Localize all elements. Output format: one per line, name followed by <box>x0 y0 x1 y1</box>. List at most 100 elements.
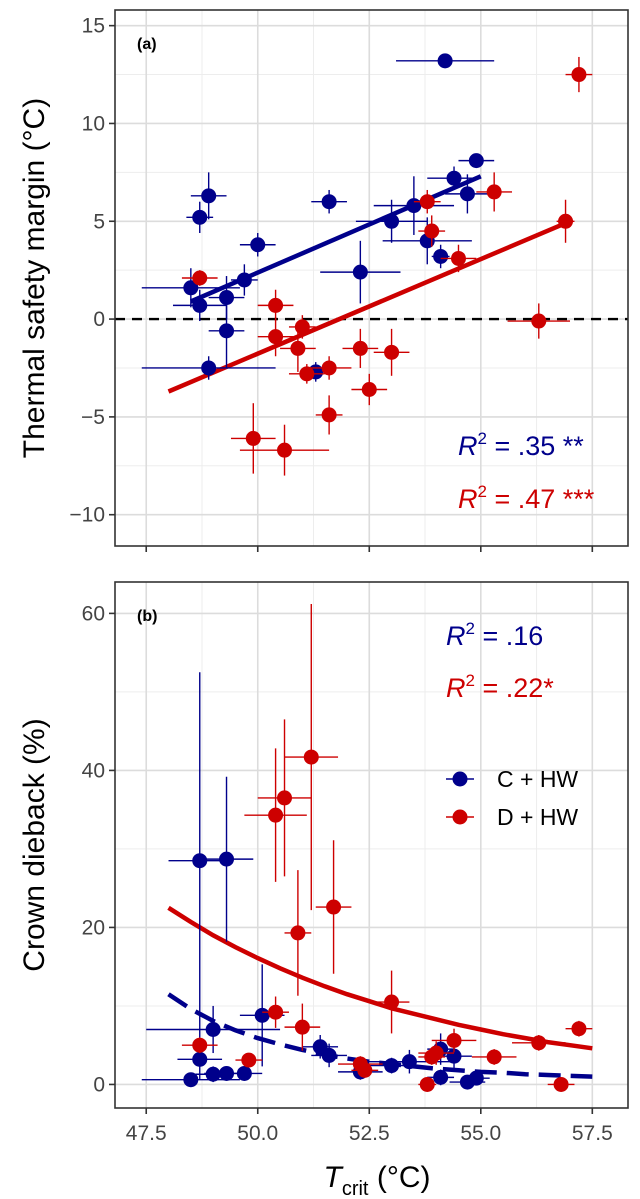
y-tick-label: 5 <box>93 210 105 233</box>
r-symbol: R <box>458 431 478 461</box>
x-tick-label: 47.5 <box>126 1122 167 1145</box>
x-axis-symbol: T <box>324 1161 345 1194</box>
legend: C + HW D + HW <box>446 766 578 830</box>
data-point <box>468 1070 484 1086</box>
y-tick-label: 0 <box>93 308 105 331</box>
fit-line-d-hw <box>167 219 571 394</box>
x-tick-label: 50.0 <box>237 1122 278 1145</box>
data-point <box>468 153 484 169</box>
data-point <box>192 297 208 313</box>
r-squared-value: = .16 <box>475 621 543 651</box>
data-point <box>294 319 310 335</box>
data-point <box>219 1065 235 1081</box>
y-axis-label: Crown dieback (%) <box>18 718 51 971</box>
data-point <box>254 1007 270 1023</box>
superscript-2: 2 <box>466 671 475 690</box>
data-point <box>192 1051 208 1067</box>
legend-key-point <box>452 771 468 787</box>
data-point <box>571 1021 587 1037</box>
x-tick-label: 55.0 <box>460 1122 501 1145</box>
data-point <box>424 223 440 239</box>
superscript-2: 2 <box>466 619 475 638</box>
data-point <box>245 430 261 446</box>
r-squared-value: = .22* <box>475 673 554 703</box>
data-point <box>183 280 199 296</box>
data-point <box>321 407 337 423</box>
data-point <box>352 340 368 356</box>
r-squared-value: = .35 ** <box>487 431 584 461</box>
r-squared-d-hw: R2 = .47 *** <box>458 482 595 514</box>
data-point <box>321 194 337 210</box>
data-point <box>192 209 208 225</box>
data-point <box>384 213 400 229</box>
superscript-2: 2 <box>478 482 487 501</box>
y-tick-label: −5 <box>81 406 105 429</box>
series-c-hw <box>141 53 495 382</box>
data-point <box>183 1072 199 1088</box>
r-squared-c-hw: R2 = .16 <box>446 619 543 651</box>
data-point <box>268 1004 284 1020</box>
data-point <box>571 67 587 83</box>
data-point <box>433 1069 449 1085</box>
data-point <box>357 1062 373 1078</box>
superscript-2: 2 <box>478 429 487 448</box>
plot-area <box>141 603 593 1092</box>
data-point <box>553 1076 569 1092</box>
panel-b: 0 20 40 60 47.5 50.0 52.5 55.0 57.5 Crown dieback… <box>18 581 629 1145</box>
data-point <box>419 1076 435 1092</box>
panel-label: (b) <box>137 608 157 625</box>
plot-area <box>141 53 593 476</box>
data-point <box>192 853 208 869</box>
data-point <box>219 290 235 306</box>
data-point <box>268 329 284 345</box>
panel-label: (a) <box>137 36 157 53</box>
data-point <box>406 198 422 214</box>
data-point <box>268 297 284 313</box>
data-point <box>459 186 475 202</box>
fit-line-c-hw <box>167 992 593 1079</box>
y-tick-label: 20 <box>82 916 105 939</box>
r-symbol: R <box>458 484 478 514</box>
r-symbol: R <box>446 621 466 651</box>
y-tick-label: 0 <box>93 1073 105 1096</box>
x-axis-label: Tcrit (°C) <box>324 1161 431 1199</box>
x-tick-label: 57.5 <box>572 1122 613 1145</box>
data-point <box>437 53 453 69</box>
x-axis-subscript: crit <box>342 1178 369 1199</box>
panel-frame <box>114 9 629 547</box>
data-point <box>268 807 284 823</box>
data-point <box>486 184 502 200</box>
data-point <box>277 442 293 458</box>
data-point <box>326 899 342 915</box>
r-squared-c-hw: R2 = .35 ** <box>458 429 584 461</box>
data-point <box>321 360 337 376</box>
data-point <box>384 994 400 1010</box>
data-point <box>201 360 217 376</box>
fit-line-d-hw <box>167 905 593 1051</box>
y-axis-label: Thermal safety margin (°C) <box>18 98 51 458</box>
y-tick-label: 10 <box>82 112 105 135</box>
panel-frame <box>114 581 629 1109</box>
legend-label: C + HW <box>497 766 578 792</box>
data-point <box>294 1019 310 1035</box>
fit-line-c-hw <box>189 174 482 304</box>
data-point <box>531 1035 547 1051</box>
data-point <box>531 313 547 329</box>
data-point <box>321 1047 337 1063</box>
series-d-hw <box>181 603 593 1092</box>
data-point <box>205 1021 221 1037</box>
data-point <box>401 1054 417 1070</box>
data-point <box>352 264 368 280</box>
data-point <box>384 1058 400 1074</box>
data-point <box>486 1049 502 1065</box>
data-point <box>446 170 462 186</box>
legend-key-point <box>452 809 468 825</box>
data-point <box>201 188 217 204</box>
legend-label: D + HW <box>497 804 578 830</box>
data-point <box>450 250 466 266</box>
data-point <box>250 237 266 253</box>
r-squared-value: = .47 *** <box>487 484 595 514</box>
data-point <box>558 213 574 229</box>
data-point <box>236 1065 252 1081</box>
